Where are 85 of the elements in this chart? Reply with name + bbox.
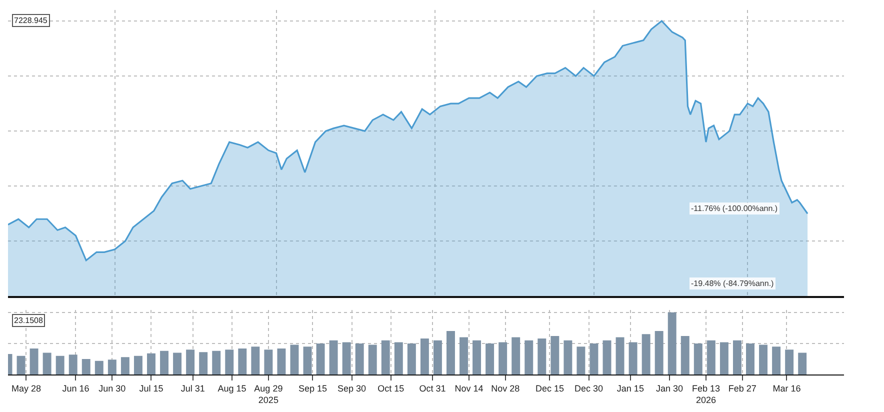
bar bbox=[785, 350, 794, 375]
x-tick-label: Oct 31 bbox=[419, 383, 446, 394]
bar bbox=[199, 352, 208, 375]
bar bbox=[329, 340, 338, 375]
bar bbox=[498, 342, 508, 375]
bar bbox=[407, 343, 416, 375]
bar bbox=[108, 360, 116, 375]
x-tick-label: Jan 15 bbox=[616, 383, 644, 394]
x-tick-label: May 28 bbox=[11, 383, 41, 394]
bar bbox=[160, 350, 168, 375]
x-tick-label: Jul 15 bbox=[139, 383, 164, 394]
bar bbox=[616, 337, 624, 375]
bar bbox=[680, 336, 690, 375]
bar bbox=[486, 343, 494, 375]
bar bbox=[564, 340, 572, 375]
bar bbox=[628, 342, 638, 375]
bar bbox=[342, 342, 351, 375]
bar bbox=[602, 340, 612, 375]
x-tick-label: Aug 29 2025 bbox=[254, 383, 283, 406]
bar bbox=[590, 343, 598, 375]
x-tick-label: Mar 16 bbox=[772, 383, 801, 394]
bar bbox=[30, 348, 38, 375]
bar bbox=[68, 354, 78, 375]
x-tick-label: Nov 28 bbox=[491, 383, 520, 394]
bar bbox=[720, 342, 728, 375]
x-tick-label: Sep 15 bbox=[298, 383, 327, 394]
x-tick-label: Dec 15 bbox=[535, 383, 564, 394]
bar bbox=[524, 340, 534, 375]
x-tick-label: Dec 30 bbox=[574, 383, 604, 394]
bar bbox=[251, 346, 260, 375]
bar bbox=[694, 343, 702, 375]
bar bbox=[550, 336, 560, 375]
bar bbox=[238, 348, 247, 375]
bar bbox=[381, 340, 390, 375]
bar bbox=[56, 356, 64, 375]
bar bbox=[186, 350, 195, 375]
x-tick-label: Jan 30 bbox=[656, 383, 684, 394]
bar bbox=[42, 352, 52, 375]
bar bbox=[16, 356, 26, 375]
bar bbox=[94, 360, 104, 375]
bar bbox=[472, 340, 482, 375]
x-tick-label: Jul 31 bbox=[180, 383, 205, 394]
annotation: -11.76% (-100.00%ann.) bbox=[691, 204, 778, 213]
annotation: 23.1508 bbox=[14, 316, 44, 325]
bar bbox=[706, 340, 716, 375]
bar bbox=[173, 352, 182, 375]
bar bbox=[512, 337, 520, 375]
x-tick-label: Feb 27 bbox=[728, 383, 756, 394]
bar bbox=[460, 337, 468, 375]
bar bbox=[654, 331, 664, 375]
bar bbox=[277, 348, 286, 375]
x-tick-label: Aug 15 bbox=[218, 383, 246, 394]
bar bbox=[798, 352, 807, 375]
bar bbox=[290, 344, 299, 375]
bar bbox=[759, 344, 768, 375]
x-tick-label: Sep 30 bbox=[338, 383, 366, 394]
bar bbox=[433, 340, 442, 375]
bar bbox=[316, 343, 325, 375]
bar bbox=[420, 338, 429, 375]
bar bbox=[772, 346, 781, 375]
bar bbox=[746, 343, 754, 375]
bar bbox=[576, 346, 586, 375]
annotation: 7228.945 bbox=[14, 16, 48, 25]
x-tick-label: Jun 16 bbox=[62, 383, 90, 394]
x-tick-label: Oct 15 bbox=[378, 383, 404, 394]
bar bbox=[732, 340, 742, 375]
annotation: -19.48% (-84.79%ann.) bbox=[691, 279, 774, 288]
bar bbox=[120, 357, 130, 375]
x-tick-label: Feb 13 2026 bbox=[692, 383, 720, 406]
bar bbox=[147, 353, 156, 375]
bar bbox=[264, 350, 273, 375]
bar bbox=[538, 338, 546, 375]
x-tick-label: Jun 30 bbox=[98, 383, 126, 394]
bar bbox=[642, 334, 650, 375]
bar bbox=[668, 312, 676, 375]
bar bbox=[355, 343, 364, 375]
bar bbox=[82, 359, 90, 375]
bar bbox=[446, 331, 455, 375]
bar bbox=[368, 344, 377, 375]
bar bbox=[225, 350, 234, 375]
bar bbox=[394, 342, 403, 375]
bar bbox=[303, 346, 312, 375]
x-tick-label: Nov 14 bbox=[454, 383, 484, 394]
bar bbox=[212, 350, 221, 375]
bar bbox=[134, 356, 142, 375]
